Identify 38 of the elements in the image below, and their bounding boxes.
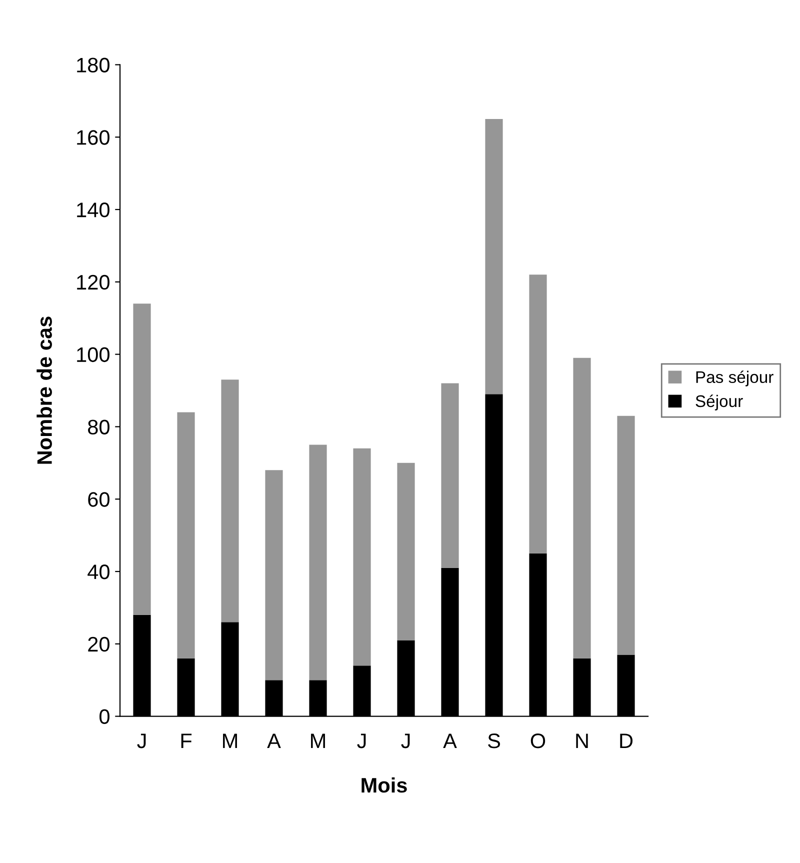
x-tick-label: A <box>443 734 457 748</box>
y-tick-label: 160 <box>77 130 110 145</box>
y-axis-title: Nombre de cas <box>36 316 52 464</box>
x-tick-label: J <box>357 734 366 748</box>
bar <box>221 380 239 622</box>
legend-label: Pas séjour <box>696 370 774 386</box>
bar <box>265 470 283 680</box>
x-tick-label: J <box>401 734 410 748</box>
x-tick-label: N <box>576 734 588 748</box>
y-tick-label: 80 <box>88 420 110 434</box>
x-tick-label: S <box>488 734 500 748</box>
legend-label: Séjour <box>696 394 743 410</box>
x-tick-label: O <box>530 734 546 748</box>
bar <box>353 448 371 666</box>
y-tick-label: 120 <box>77 274 110 290</box>
x-tick-label: M <box>223 734 237 748</box>
y-tick-label: 100 <box>77 347 110 362</box>
bar <box>485 119 503 394</box>
bar <box>177 412 195 658</box>
bar <box>441 383 459 568</box>
bar <box>397 462 415 640</box>
x-tick-label: D <box>620 734 633 748</box>
y-tick-label: 0 <box>100 709 110 724</box>
bar <box>133 304 151 615</box>
x-tick-label: F <box>181 734 192 748</box>
bar <box>309 444 327 680</box>
x-tick-label: M <box>311 734 325 748</box>
y-tick-label: 140 <box>77 202 110 218</box>
y-tick-label: 60 <box>88 492 110 507</box>
y-tick-label: 180 <box>77 58 110 72</box>
y-tick-label: 40 <box>88 564 110 580</box>
y-tick-label: 20 <box>88 636 110 652</box>
x-axis-title: Mois <box>362 777 407 793</box>
bar <box>529 274 547 554</box>
x-tick-label: A <box>267 734 281 748</box>
bar <box>617 416 635 655</box>
bar <box>573 358 591 658</box>
x-tick-label: J <box>137 734 146 748</box>
